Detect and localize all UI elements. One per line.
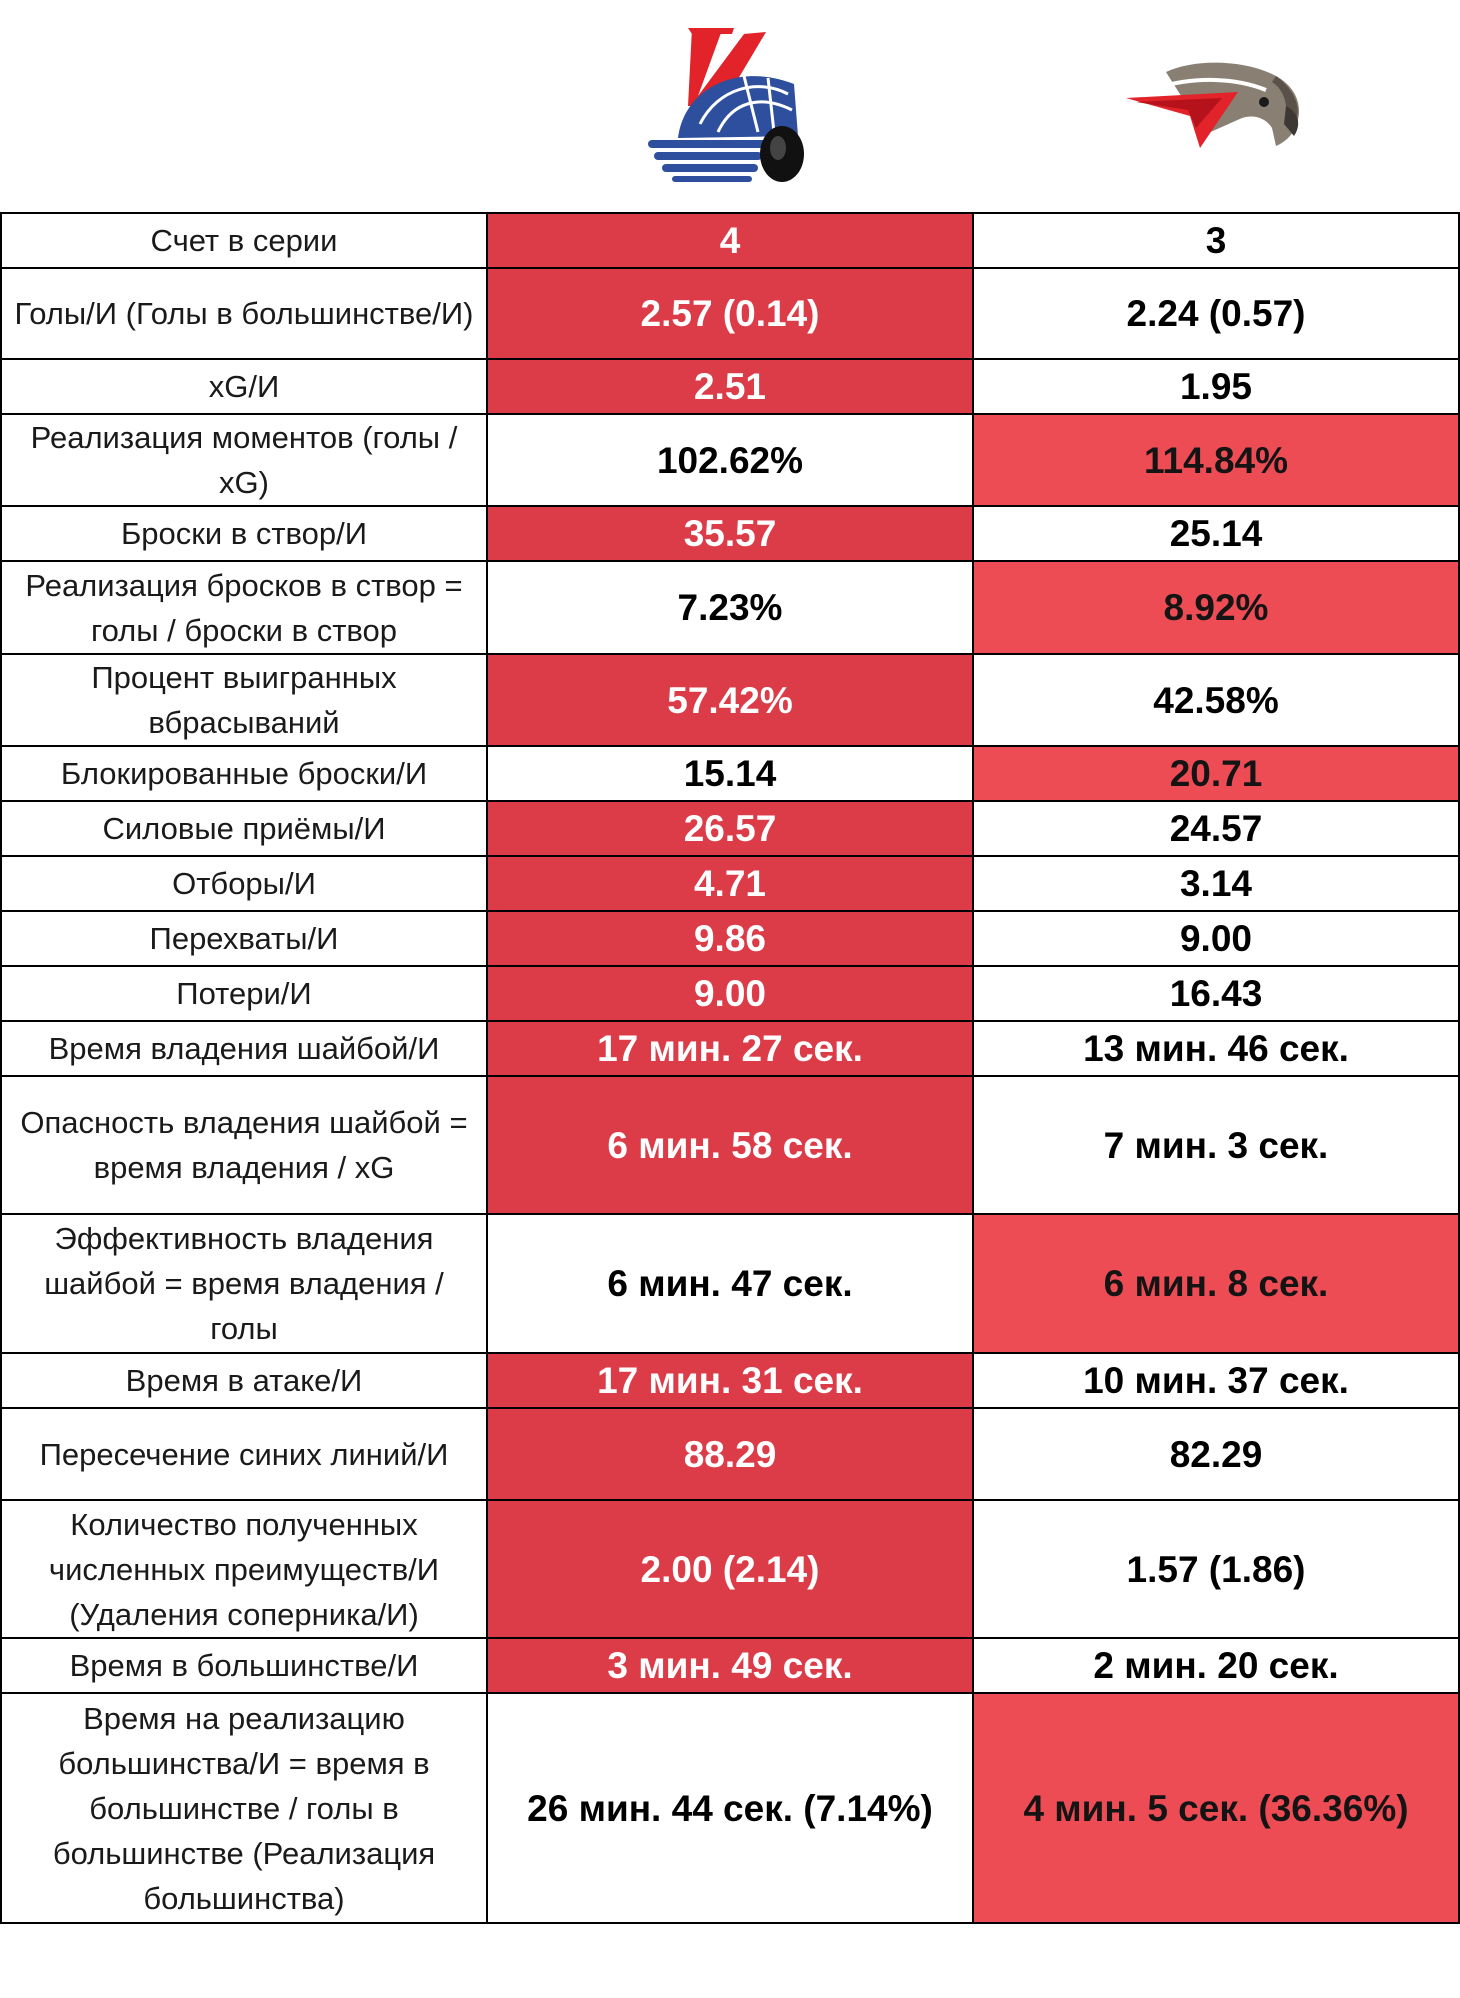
- stat-label: Голы/И (Голы в большинстве/И): [0, 267, 488, 360]
- lokomotiv-value: 57.42%: [486, 653, 974, 747]
- avangard-value: 2 мин. 20 сек.: [972, 1637, 1460, 1694]
- avangard-value: 3.14: [972, 855, 1460, 912]
- lokomotiv-value: 6 мин. 47 сек.: [486, 1213, 974, 1354]
- avangard-value: 2.24 (0.57): [972, 267, 1460, 360]
- stat-label: Перехваты/И: [0, 910, 488, 967]
- stat-label: Отборы/И: [0, 855, 488, 912]
- stat-label: Броски в створ/И: [0, 505, 488, 562]
- lokomotiv-logo: [648, 28, 804, 182]
- stat-label: xG/И: [0, 358, 488, 415]
- table-row: Эффективность владения шайбой = время вл…: [0, 1213, 1460, 1354]
- table-row: Отборы/И 4.71 3.14: [0, 855, 1460, 912]
- avangard-value: 3: [972, 212, 1460, 269]
- lokomotiv-value: 26 мин. 44 сек. (7.14%): [486, 1692, 974, 1924]
- table-row: Потери/И 9.00 16.43: [0, 965, 1460, 1022]
- avangard-logo: [1126, 62, 1300, 148]
- stat-label: Реализация бросков в створ = голы / брос…: [0, 560, 488, 655]
- avangard-value: 16.43: [972, 965, 1460, 1022]
- avangard-value: 82.29: [972, 1407, 1460, 1501]
- avangard-value: 4 мин. 5 сек. (36.36%): [972, 1692, 1460, 1924]
- table-row: Голы/И (Голы в большинстве/И) 2.57 (0.14)…: [0, 267, 1460, 360]
- avangard-value: 7 мин. 3 сек.: [972, 1075, 1460, 1215]
- stat-label: Эффективность владения шайбой = время вл…: [0, 1213, 488, 1354]
- table-row: Перехваты/И 9.86 9.00: [0, 910, 1460, 967]
- avangard-value: 10 мин. 37 сек.: [972, 1352, 1460, 1409]
- stat-label: Счет в серии: [0, 212, 488, 269]
- table-row: Время в большинстве/И 3 мин. 49 сек. 2 мин…: [0, 1637, 1460, 1694]
- lokomotiv-value: 26.57: [486, 800, 974, 857]
- avangard-value: 1.95: [972, 358, 1460, 415]
- stat-label: Реализация моментов (голы / xG): [0, 413, 488, 507]
- stat-label: Пересечение синих линий/И: [0, 1407, 488, 1501]
- avangard-value: 20.71: [972, 745, 1460, 802]
- table-row: Опасность владения шайбой = время владен…: [0, 1075, 1460, 1215]
- table-row: Время на реализацию большинства/И = врем…: [0, 1692, 1460, 1924]
- table-row: Блокированные броски/И 15.14 20.71: [0, 745, 1460, 802]
- lokomotiv-value: 4.71: [486, 855, 974, 912]
- lokomotiv-value: 3 мин. 49 сек.: [486, 1637, 974, 1694]
- stat-label: Время в большинстве/И: [0, 1637, 488, 1694]
- lokomotiv-value: 2.00 (2.14): [486, 1499, 974, 1639]
- stat-label: Время владения шайбой/И: [0, 1020, 488, 1077]
- lokomotiv-value: 9.00: [486, 965, 974, 1022]
- table-row: Силовые приёмы/И 26.57 24.57: [0, 800, 1460, 857]
- table-body: Счет в серии 4 3 Голы/И (Голы в большинстве…: [0, 212, 1460, 1924]
- lokomotiv-value: 2.57 (0.14): [486, 267, 974, 360]
- avangard-value: 13 мин. 46 сек.: [972, 1020, 1460, 1077]
- avangard-value: 9.00: [972, 910, 1460, 967]
- avangard-value: 1.57 (1.86): [972, 1499, 1460, 1639]
- lokomotiv-value: 17 мин. 31 сек.: [486, 1352, 974, 1409]
- lokomotiv-value: 17 мин. 27 сек.: [486, 1020, 974, 1077]
- table-row: Процент выигранных вбрасываний 57.42% 42.5…: [0, 653, 1460, 747]
- table-row: Реализация моментов (голы / xG) 102.62% 11…: [0, 413, 1460, 507]
- lokomotiv-value: 35.57: [486, 505, 974, 562]
- table-row: Реализация бросков в створ = голы / брос…: [0, 560, 1460, 655]
- stat-label: Время на реализацию большинства/И = врем…: [0, 1692, 488, 1924]
- lokomotiv-value: 4: [486, 212, 974, 269]
- team-logos-header: [0, 0, 1460, 212]
- lokomotiv-value: 6 мин. 58 сек.: [486, 1075, 974, 1215]
- avangard-value: 8.92%: [972, 560, 1460, 655]
- stat-label: Силовые приёмы/И: [0, 800, 488, 857]
- team-comparison-table: Счет в серии 4 3 Голы/И (Голы в большинстве…: [0, 212, 1460, 1924]
- stat-label: Блокированные броски/И: [0, 745, 488, 802]
- stat-label: Потери/И: [0, 965, 488, 1022]
- avangard-value: 24.57: [972, 800, 1460, 857]
- table-row: Количество полученных численных преимуще…: [0, 1499, 1460, 1639]
- table-row: Пересечение синих линий/И 88.29 82.29: [0, 1407, 1460, 1501]
- lokomotiv-value: 7.23%: [486, 560, 974, 655]
- stat-label: Количество полученных численных преимуще…: [0, 1499, 488, 1639]
- avangard-value: 25.14: [972, 505, 1460, 562]
- stat-label: Время в атаке/И: [0, 1352, 488, 1409]
- avangard-value: 42.58%: [972, 653, 1460, 747]
- avangard-value: 114.84%: [972, 413, 1460, 507]
- lokomotiv-value: 15.14: [486, 745, 974, 802]
- table-row: Время в атаке/И 17 мин. 31 сек. 10 мин. 37…: [0, 1352, 1460, 1409]
- table-row: Время владения шайбой/И 17 мин. 27 сек. 13…: [0, 1020, 1460, 1077]
- table-row: Счет в серии 4 3: [0, 212, 1460, 269]
- lokomotiv-value: 102.62%: [486, 413, 974, 507]
- avangard-value: 6 мин. 8 сек.: [972, 1213, 1460, 1354]
- table-row: Броски в створ/И 35.57 25.14: [0, 505, 1460, 562]
- lokomotiv-value: 2.51: [486, 358, 974, 415]
- stat-label: Опасность владения шайбой = время владен…: [0, 1075, 488, 1215]
- stat-label: Процент выигранных вбрасываний: [0, 653, 488, 747]
- lokomotiv-value: 88.29: [486, 1407, 974, 1501]
- lokomotiv-value: 9.86: [486, 910, 974, 967]
- table-row: xG/И 2.51 1.95: [0, 358, 1460, 415]
